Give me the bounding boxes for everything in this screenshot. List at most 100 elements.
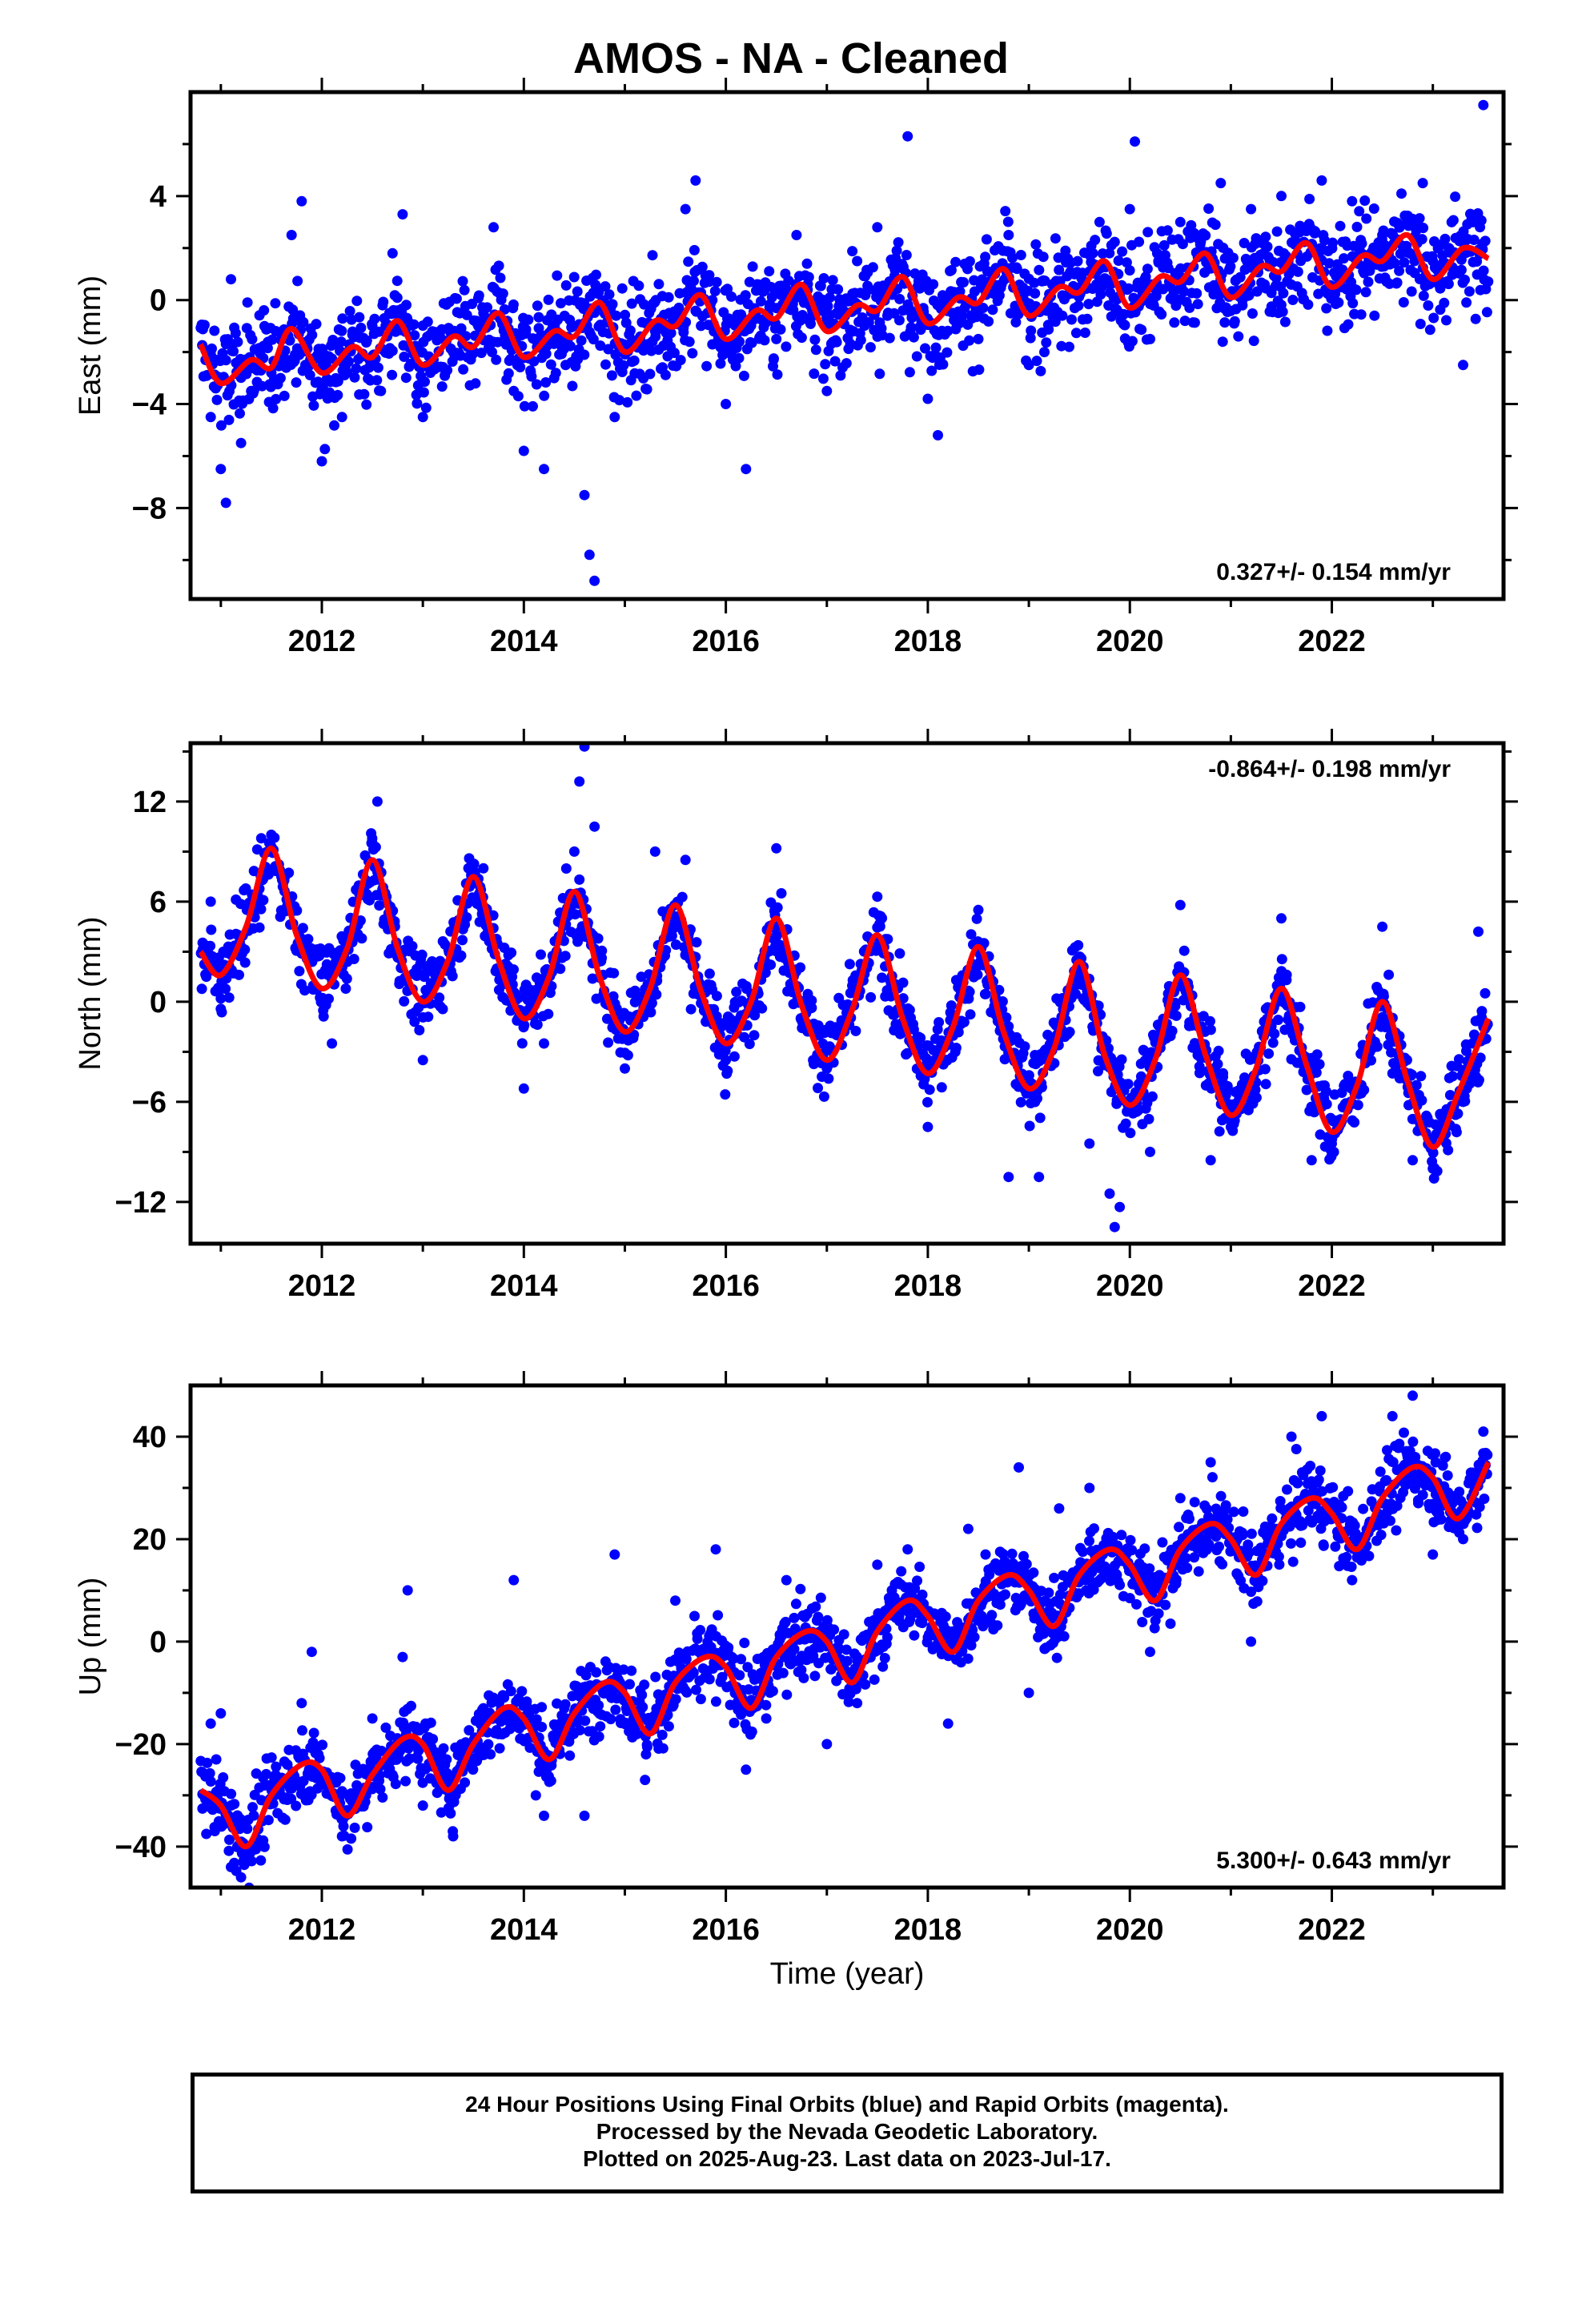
east-outlier-point bbox=[821, 385, 833, 396]
east-data-point bbox=[1050, 316, 1061, 328]
east-data-point bbox=[1391, 277, 1403, 288]
east-data-point bbox=[579, 298, 590, 309]
east-data-point bbox=[950, 256, 962, 267]
up-data-point bbox=[211, 1754, 222, 1765]
up-data-point bbox=[1116, 1530, 1127, 1541]
east-data-point bbox=[335, 336, 347, 348]
east-data-point bbox=[199, 320, 210, 331]
east-data-point bbox=[653, 279, 665, 290]
east-data-point bbox=[528, 400, 538, 412]
east-data-point bbox=[1292, 266, 1303, 277]
east-data-point bbox=[855, 335, 866, 346]
up-data-point bbox=[781, 1689, 793, 1700]
east-data-point bbox=[412, 398, 423, 409]
east-data-point bbox=[1248, 336, 1259, 347]
east-data-point bbox=[864, 283, 875, 295]
east-data-point bbox=[591, 269, 601, 280]
east-data-point bbox=[633, 280, 644, 292]
east-data-point bbox=[1104, 247, 1115, 259]
east-data-point bbox=[1035, 365, 1046, 376]
east-data-point bbox=[1351, 221, 1363, 232]
east-data-point bbox=[271, 393, 282, 404]
east-data-point bbox=[738, 370, 749, 381]
east-outlier-point bbox=[1377, 230, 1388, 240]
east-data-point bbox=[207, 343, 217, 354]
east-data-point bbox=[1073, 300, 1084, 312]
east-data-point bbox=[891, 245, 902, 256]
up-data-point bbox=[536, 1702, 548, 1713]
east-data-point bbox=[1070, 328, 1082, 339]
up-data-point bbox=[338, 1821, 349, 1831]
east-data-point bbox=[461, 309, 472, 320]
up-data-point bbox=[1084, 1535, 1094, 1546]
up-data-point bbox=[591, 1667, 602, 1678]
east-data-point bbox=[1126, 336, 1138, 347]
up-data-point bbox=[670, 1694, 681, 1705]
east-data-point bbox=[1072, 255, 1083, 267]
north-data-point bbox=[670, 939, 681, 951]
up-data-point bbox=[1049, 1572, 1060, 1583]
east-data-point bbox=[606, 370, 617, 381]
north-data-point bbox=[434, 992, 445, 1003]
east-data-point bbox=[964, 335, 975, 346]
east-data-point bbox=[420, 402, 432, 413]
up-data-point bbox=[595, 1721, 606, 1732]
east-data-point bbox=[405, 358, 416, 369]
east-data-point bbox=[515, 362, 526, 372]
east-data-point bbox=[957, 311, 968, 322]
up-data-point bbox=[789, 1612, 800, 1623]
up-data-point bbox=[248, 1810, 259, 1821]
north-data-point bbox=[323, 993, 334, 1004]
east-data-point bbox=[1117, 246, 1128, 257]
up-data-point bbox=[881, 1632, 893, 1642]
east-data-point bbox=[487, 347, 497, 358]
east-data-point bbox=[209, 325, 220, 336]
east-data-point bbox=[829, 356, 841, 367]
east-data-point bbox=[409, 330, 420, 341]
east-data-point bbox=[893, 315, 905, 326]
east-data-point bbox=[1169, 317, 1180, 328]
east-data-point bbox=[1480, 235, 1491, 247]
up-data-point bbox=[729, 1717, 740, 1728]
east-data-point bbox=[1481, 307, 1492, 318]
east-data-point bbox=[1056, 340, 1067, 352]
east-data-point bbox=[1321, 303, 1332, 314]
north-data-point bbox=[572, 936, 583, 947]
east-data-point bbox=[579, 349, 590, 360]
east-data-point bbox=[665, 328, 677, 339]
east-data-point bbox=[803, 271, 814, 283]
up-data-point bbox=[266, 1752, 277, 1763]
up-data-point bbox=[909, 1630, 920, 1641]
north-data-point bbox=[407, 941, 418, 951]
east-data-point bbox=[1082, 313, 1093, 324]
up-data-point bbox=[795, 1583, 806, 1594]
up-data-point bbox=[483, 1739, 494, 1750]
east-outlier-point bbox=[579, 489, 590, 501]
east-data-point bbox=[1319, 235, 1330, 246]
up-data-point bbox=[663, 1721, 674, 1732]
east-outlier-point bbox=[771, 333, 782, 344]
east-data-point bbox=[958, 277, 969, 287]
east-y-tick-label: −8 bbox=[132, 492, 167, 525]
east-data-point bbox=[964, 255, 975, 267]
east-data-point bbox=[908, 332, 919, 343]
east-x-tick-label: 2012 bbox=[288, 625, 356, 658]
up-data-point bbox=[205, 1776, 216, 1787]
up-data-point bbox=[574, 1725, 585, 1735]
east-data-point bbox=[1109, 236, 1120, 247]
up-data-point bbox=[255, 1855, 267, 1866]
east-data-point bbox=[1066, 314, 1077, 325]
east-data-point bbox=[730, 360, 741, 372]
up-data-point bbox=[516, 1686, 528, 1697]
east-data-point bbox=[540, 348, 552, 360]
east-data-point bbox=[827, 275, 838, 286]
north-data-point bbox=[574, 874, 585, 885]
east-data-point bbox=[1271, 226, 1283, 237]
east-data-point bbox=[1090, 235, 1101, 246]
east-data-point bbox=[308, 400, 319, 411]
north-data-point bbox=[220, 983, 231, 995]
east-data-point bbox=[641, 384, 652, 395]
east-data-point bbox=[456, 323, 467, 334]
up-data-point bbox=[657, 1743, 669, 1754]
up-data-point bbox=[521, 1696, 532, 1707]
